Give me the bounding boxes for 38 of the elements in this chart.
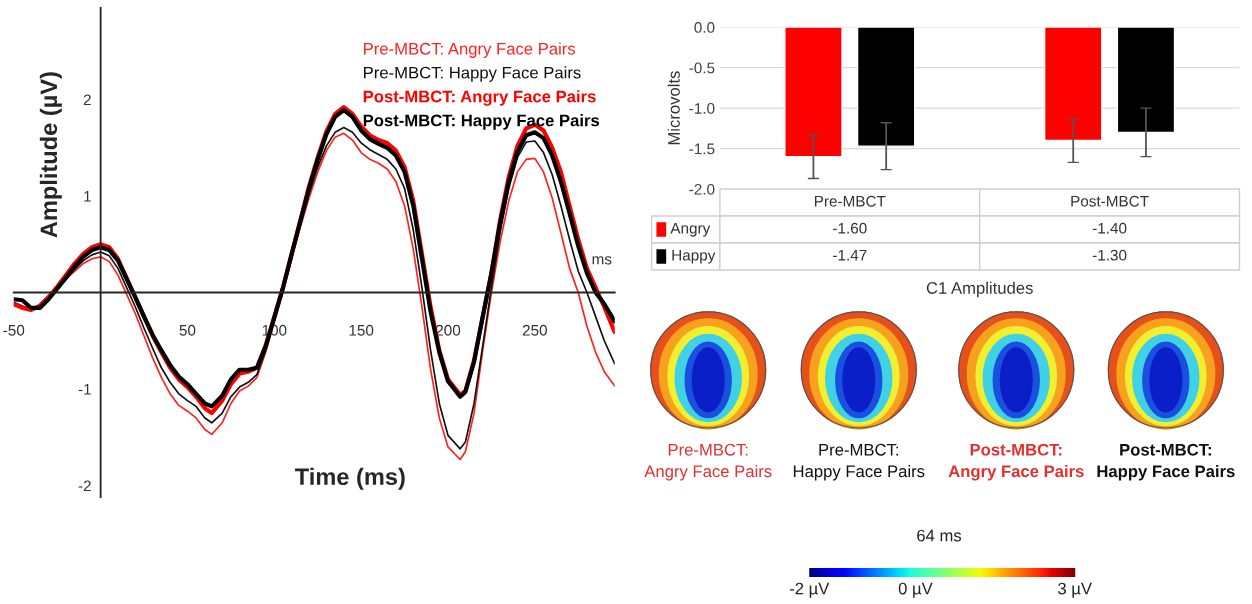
y-tick-label: -1 (78, 384, 91, 395)
text: Pre-MBCT: Happy Face Pairs (793, 443, 925, 481)
y-tick-label: 1 (84, 191, 91, 202)
data-label: -1.40 (1092, 222, 1127, 234)
y-tick-label: -0.5 (689, 62, 715, 74)
y-tick-label: -2.0 (689, 183, 715, 195)
y-tick-label: 2 (83, 94, 91, 106)
x-tick-label: Post-MBCT (1071, 195, 1149, 207)
y-tick-label: -1.0 (689, 102, 715, 114)
annotation: ms (592, 256, 612, 265)
text: -2 µV (789, 582, 830, 598)
text: Post-MBCT: Happy Face Pairs (1097, 443, 1235, 481)
text: Post-MBCT: Angry Face Pairs (948, 443, 1084, 481)
data-label: -1.60 (833, 222, 867, 234)
legend-label: Happy (672, 249, 716, 264)
y-axis-title: Amplitude (µV) (39, 72, 62, 238)
text: 64 ms (917, 529, 962, 542)
text: Pre-MBCT: Happy Face Pairs (364, 66, 581, 82)
x-tick-label: Pre-MBCT (814, 195, 886, 207)
text: Pre-MBCT: Angry Face Pairs (644, 443, 772, 481)
y-axis-title: Microvolts (667, 71, 680, 145)
x-tick-label: 150 (349, 324, 374, 336)
x-axis-title: Time (ms) (295, 467, 405, 490)
legend-label: Angry (670, 222, 711, 237)
y-tick-label: 0.0 (694, 22, 715, 33)
data-label: -1.30 (1092, 249, 1127, 261)
text: Pre-MBCT: Angry Face Pairs (364, 42, 576, 58)
series-label: Post-MBCT: Angry Face Pairs (363, 90, 596, 106)
y-tick-label: -1.5 (689, 143, 715, 155)
text: 0 µV (898, 582, 933, 598)
x-tick-label: -50 (3, 324, 25, 336)
text: 3 µV (1058, 582, 1092, 598)
x-tick-label: 250 (522, 324, 547, 336)
y-tick-label: -2 (78, 480, 91, 492)
x-tick-label: 50 (179, 324, 196, 336)
series-label: Post-MBCT: Happy Face Pairs (363, 114, 600, 130)
x-axis-title: C1 Amplitudes (926, 281, 1033, 298)
data-label: -1.47 (833, 249, 867, 261)
